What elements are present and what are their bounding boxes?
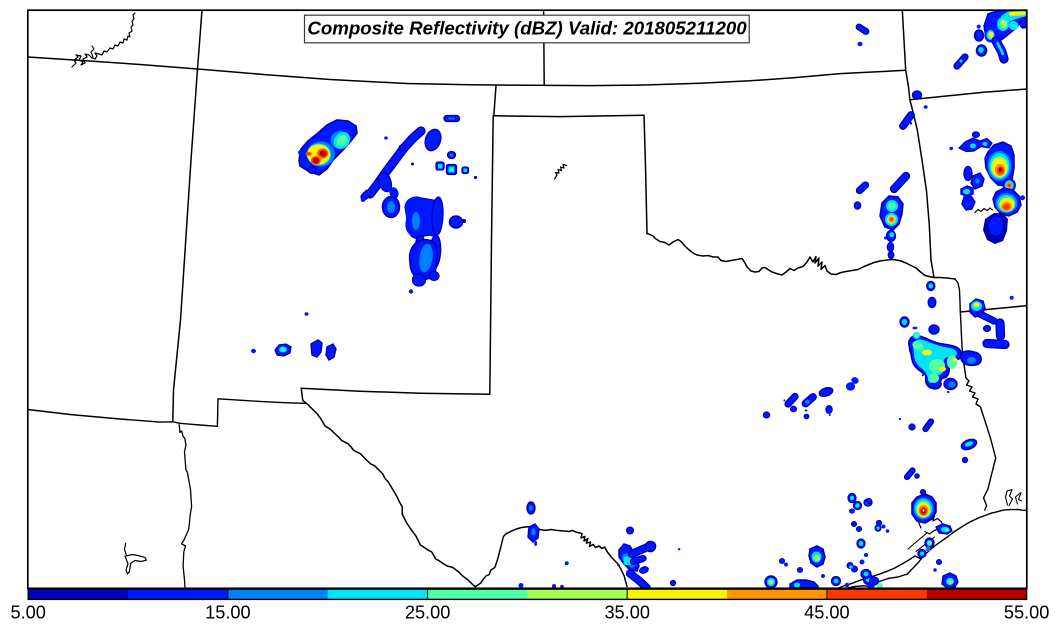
svg-text:45.00: 45.00: [804, 603, 850, 623]
svg-text:15.00: 15.00: [205, 603, 251, 623]
svg-text:35.00: 35.00: [604, 603, 650, 623]
svg-text:Composite Reflectivity (dBZ) V: Composite Reflectivity (dBZ) Valid: 2018…: [307, 17, 747, 38]
svg-text:55.00: 55.00: [1004, 603, 1050, 623]
svg-text:25.00: 25.00: [405, 603, 451, 623]
svg-text:5.00: 5.00: [10, 603, 45, 623]
